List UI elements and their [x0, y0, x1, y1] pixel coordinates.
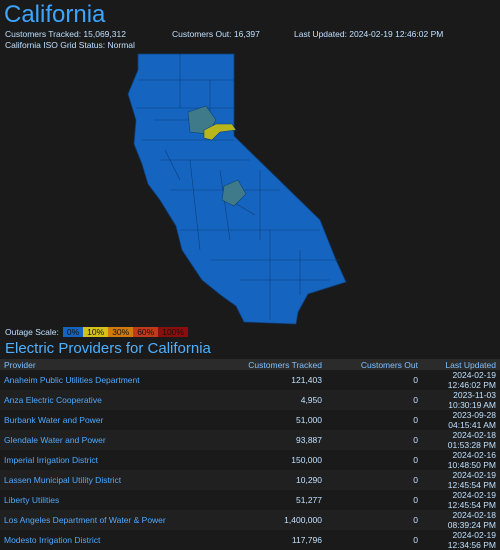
last-updated-cell: 2023-09-28 04:15:41 AM [448, 410, 496, 430]
customers-out-cell: 0 [326, 510, 422, 530]
column-header-provider[interactable]: Provider [0, 359, 222, 370]
table-row: Anza Electric Cooperative 4,950 0 2023-11-0… [0, 390, 500, 410]
providers-table: Provider Customers Tracked Customers Out… [0, 359, 500, 550]
customers-tracked-cell: 10,290 [222, 470, 326, 490]
last-updated-cell: 2024-02-19 12:34:56 PM [447, 530, 496, 550]
provider-link[interactable]: Imperial Irrigation District [4, 455, 98, 465]
customers-tracked-cell: 1,400,000 [222, 510, 326, 530]
customers-out-cell: 0 [326, 390, 422, 410]
last-updated-cell: 2024-02-19 12:46:02 PM [447, 370, 496, 390]
customers-out-cell: 0 [413, 375, 418, 385]
legend-swatch-100: 100% [158, 327, 188, 337]
legend-swatch-60: 60% [133, 327, 159, 337]
provider-link[interactable]: Los Angeles Department of Water & Power [0, 510, 222, 530]
table-header-row: Provider Customers Tracked Customers Out… [0, 359, 500, 370]
last-updated-cell: 2024-02-19 12:45:54 PM [422, 470, 500, 490]
customers-out-stat: Customers Out: 16,397 [172, 29, 260, 39]
customers-out-cell: 0 [326, 430, 422, 450]
legend-swatch-10: 10% [83, 327, 109, 337]
last-updated-cell: 2024-02-19 12:45:54 PM [447, 490, 496, 510]
last-updated-cell: 2024-02-18 08:39:24 PM [422, 510, 500, 530]
customers-tracked-cell: 4,950 [222, 390, 326, 410]
customers-tracked-cell: 51,277 [296, 495, 322, 505]
customers-tracked-stat: Customers Tracked: 15,069,312 [5, 29, 126, 39]
provider-link[interactable]: Liberty Utilities [4, 495, 60, 505]
provider-link[interactable]: Glendale Water and Power [0, 430, 222, 450]
legend-swatch-30: 30% [108, 327, 134, 337]
provider-link[interactable]: Lassen Municipal Utility District [0, 470, 222, 490]
last-updated-cell: 2024-02-18 01:53:28 PM [422, 430, 500, 450]
last-updated-stat: Last Updated: 2024-02-19 12:46:02 PM [294, 29, 444, 39]
provider-link[interactable]: Anza Electric Cooperative [0, 390, 222, 410]
customers-tracked-cell: 51,000 [296, 415, 322, 425]
providers-heading: Electric Providers for California [5, 340, 211, 357]
grid-status: California ISO Grid Status: Normal [5, 40, 135, 50]
table-row: Los Angeles Department of Water & Power 1… [0, 510, 500, 530]
customers-tracked-cell: 117,796 [291, 535, 322, 545]
last-updated-cell: 2024-02-16 10:48:50 PM [447, 450, 496, 470]
outage-county-highlight[interactable] [203, 123, 237, 141]
customers-tracked-cell: 150,000 [291, 455, 322, 465]
customers-out-cell: 0 [413, 535, 418, 545]
legend-swatch-0: 0% [62, 327, 84, 337]
table-row: Burbank Water and Power 51,000 0 2023-09-28… [0, 410, 500, 430]
column-header-customers-out[interactable]: Customers Out [326, 359, 422, 370]
customers-out-cell: 0 [413, 495, 418, 505]
customers-out-cell: 0 [326, 470, 422, 490]
table-row: Liberty Utilities 51,277 0 2024-02-19 12:45… [0, 490, 500, 510]
customers-tracked-cell: 121,403 [291, 375, 322, 385]
page-title: California [4, 1, 106, 28]
table-row: Imperial Irrigation District 150,000 0 2024… [0, 450, 500, 470]
provider-link[interactable]: Anaheim Public Utilities Department [4, 375, 140, 385]
legend-label: Outage Scale: [5, 327, 59, 337]
customers-tracked-cell: 93,887 [222, 430, 326, 450]
affected-county-central[interactable] [221, 179, 247, 207]
customers-out-cell: 0 [413, 415, 418, 425]
county-boundaries [136, 54, 340, 320]
provider-link[interactable]: Modesto Irrigation District [4, 535, 101, 545]
column-header-last-updated[interactable]: Last Updated [422, 359, 500, 370]
california-outage-map[interactable] [120, 50, 380, 325]
outage-scale-legend: Outage Scale: 0% 10% 30% 60% 100% [5, 327, 188, 337]
table-row: Modesto Irrigation District 117,796 0 2024-… [0, 530, 500, 550]
customers-out-cell: 0 [413, 455, 418, 465]
table-row: Glendale Water and Power 93,887 0 2024-02-1… [0, 430, 500, 450]
last-updated-cell: 2023-11-03 10:30:19 AM [422, 390, 500, 410]
table-row: Lassen Municipal Utility District 10,290 0… [0, 470, 500, 490]
provider-link[interactable]: Burbank Water and Power [4, 415, 104, 425]
column-header-customers-tracked[interactable]: Customers Tracked [222, 359, 326, 370]
table-row: Anaheim Public Utilities Department 121,4… [0, 370, 500, 390]
